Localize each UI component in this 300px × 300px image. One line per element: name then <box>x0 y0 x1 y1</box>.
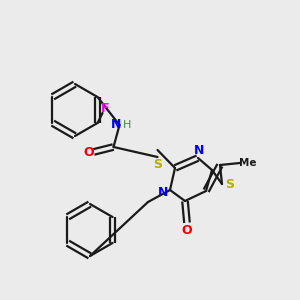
Text: F: F <box>101 103 110 116</box>
Text: N: N <box>194 145 204 158</box>
Text: Me: Me <box>239 158 257 168</box>
Text: S: S <box>226 178 235 190</box>
Text: O: O <box>182 224 192 238</box>
Text: N: N <box>158 185 168 199</box>
Text: N: N <box>111 118 122 131</box>
Text: S: S <box>153 158 162 170</box>
Text: O: O <box>83 146 94 158</box>
Text: H: H <box>123 120 132 130</box>
